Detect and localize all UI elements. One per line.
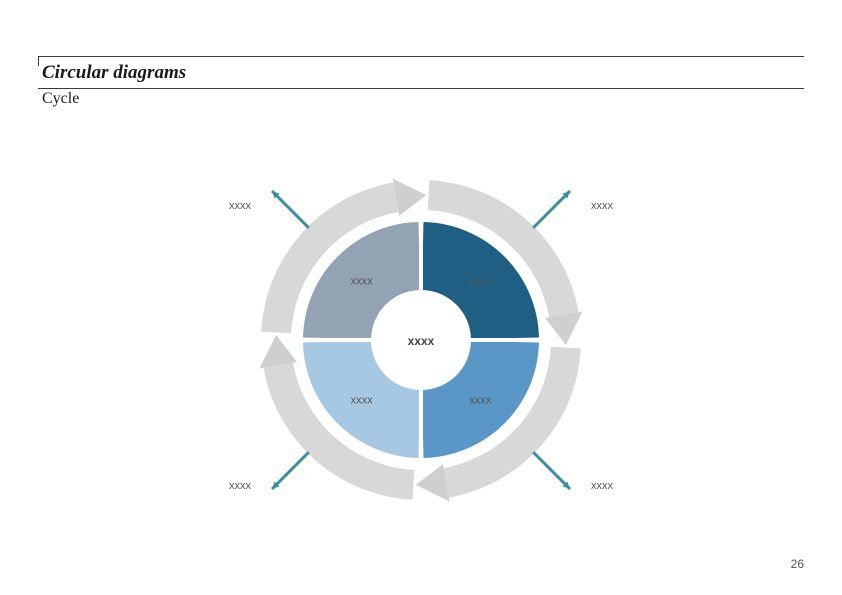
callout-label: xxxx (591, 480, 614, 492)
callout-arrow-line (272, 191, 309, 228)
page-number: 26 (791, 557, 804, 571)
cycle-svg: xxxx xxxx xxxx xxxx xxxx xxxx xxxx xxxx xxxx (211, 160, 631, 520)
cycle-diagram: xxxx xxxx xxxx xxxx xxxx xxxx xxxx xxxx xxxx (211, 160, 631, 520)
callout-arrow-line (533, 191, 570, 228)
header-rule-tick (38, 56, 39, 66)
header-rule-bottom (38, 88, 804, 89)
donut-segment-label: xxxx (469, 394, 492, 406)
header-rule-top (38, 56, 804, 57)
page-subtitle: Cycle (42, 90, 79, 108)
donut-segment-label: xxxx (351, 276, 374, 288)
page: Circular diagrams Cycle xxxxxxxxxxxxxxxx… (0, 0, 842, 595)
callout-arrow-line (272, 452, 309, 489)
donut-segment-label: xxxx (351, 394, 374, 406)
donut-segment-label: xxxx (469, 276, 492, 288)
callout-label: xxxx (591, 200, 614, 212)
page-title: Circular diagrams (42, 62, 186, 84)
callout-label: xxxx (229, 200, 252, 212)
callout-arrow-line (533, 452, 570, 489)
callout-label: xxxx (229, 480, 252, 492)
center-label: xxxx (408, 334, 435, 348)
